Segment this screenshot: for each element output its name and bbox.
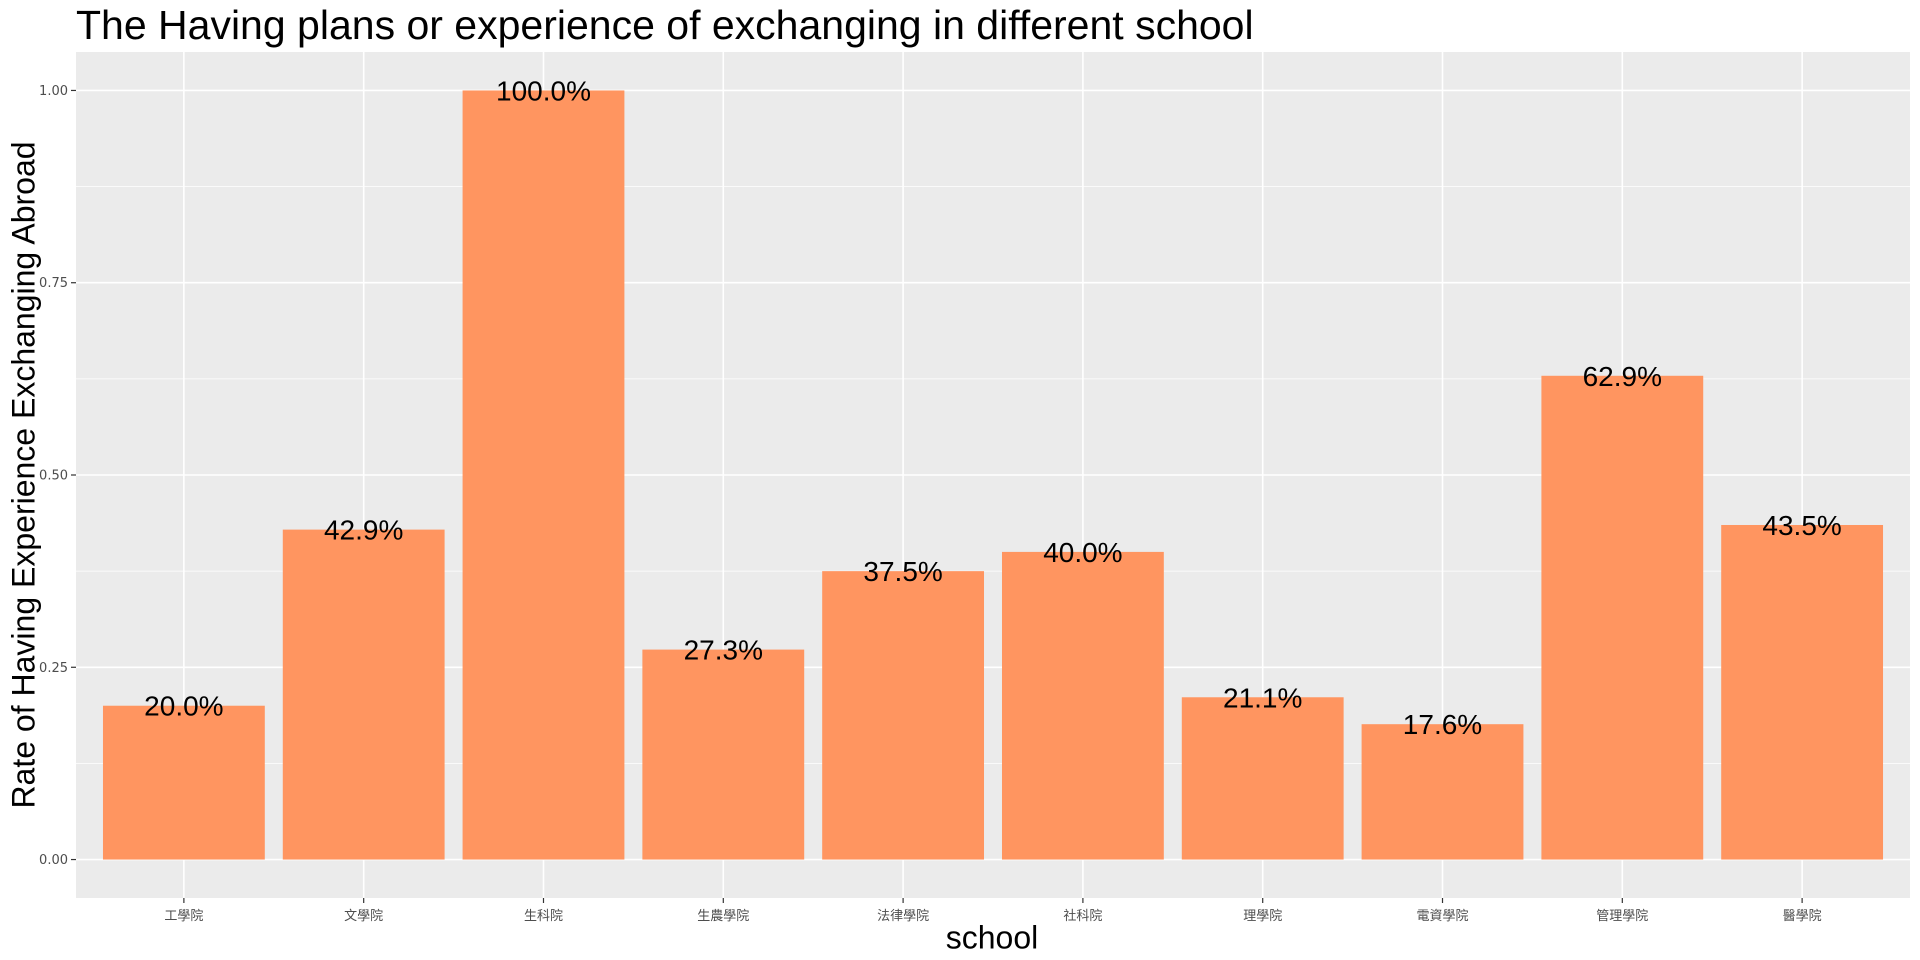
y-tick-label: 0.25 (39, 661, 68, 676)
bar (1721, 524, 1884, 860)
data-label: 21.1% (1223, 682, 1302, 713)
y-tick-label: 0.00 (39, 853, 68, 868)
data-label: 42.9% (324, 515, 403, 546)
bars (102, 90, 1884, 860)
x-tick-label: 生科院 (524, 909, 563, 924)
bar (642, 649, 805, 860)
bar (1001, 551, 1164, 860)
data-label: 40.0% (1043, 537, 1122, 568)
y-tick-label: 1.00 (39, 84, 68, 99)
data-label: 62.9% (1583, 361, 1662, 392)
x-axis-label: school (945, 919, 1039, 956)
bar (1541, 375, 1704, 860)
bar (462, 90, 625, 860)
data-labels: 20.0% 42.9% 100.0% 27.3% 37.5% 40.0% 21.1% 17.6… (144, 75, 1842, 740)
x-tick-label: 社科院 (1063, 908, 1102, 924)
x-tick-label: 工學院 (164, 909, 203, 924)
x-axis: 工學院 文學院 生科院 生農學院 法律學院 社科院 理學院 電資學院 管理學院 醫學院 (164, 898, 1822, 924)
data-label: 20.0% (144, 691, 223, 722)
x-tick-label: 管理學院 (1596, 909, 1648, 924)
bar (822, 571, 985, 860)
data-label: 17.6% (1403, 709, 1482, 740)
y-axis: 0.00 0.25 0.50 0.75 1.00 (39, 84, 76, 868)
x-tick-label: 電資學院 (1417, 909, 1469, 924)
bar (102, 705, 265, 860)
data-label: 43.5% (1762, 510, 1841, 541)
x-tick-label: 法律學院 (877, 909, 929, 924)
x-tick-label: 理學院 (1243, 909, 1282, 924)
data-label: 37.5% (863, 556, 942, 587)
bar (282, 529, 445, 860)
y-tick-label: 0.50 (39, 469, 68, 484)
x-tick-label: 醫學院 (1783, 909, 1822, 924)
bar (1181, 697, 1344, 860)
y-tick-label: 0.75 (39, 276, 68, 291)
x-tick-label: 文學院 (344, 909, 383, 924)
x-tick-label: 生農學院 (697, 909, 749, 924)
bar (1361, 724, 1524, 860)
chart-title: The Having plans or experience of exchan… (76, 2, 1254, 48)
data-label: 27.3% (684, 635, 763, 666)
data-label: 100.0% (496, 75, 591, 106)
